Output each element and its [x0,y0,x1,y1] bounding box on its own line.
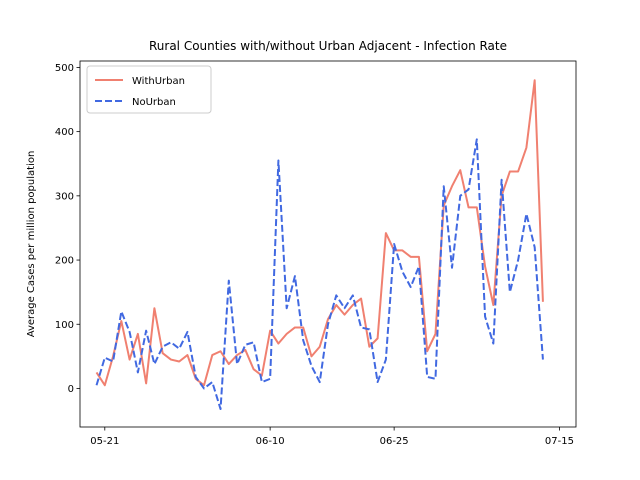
x-tick-label: 06-10 [256,436,285,447]
legend-label-nourban: NoUrban [132,97,176,108]
y-tick-label: 0 [68,384,74,395]
y-tick-label: 400 [55,127,74,138]
y-tick-label: 500 [55,63,74,74]
x-tick-label: 06-25 [380,436,409,447]
legend: WithUrban NoUrban [86,65,212,114]
legend-label-withurban: WithUrban [132,76,185,87]
plot-area [95,79,544,411]
axes-frame [79,60,577,428]
series-line-nourban [95,138,544,411]
y-tick-label: 300 [55,191,74,202]
x-tick-label: 05-21 [90,436,119,447]
series-line-withurban [95,79,544,387]
y-tick-label: 100 [55,320,74,331]
y-tick-label: 200 [55,256,74,267]
y-axis-label: Average Cases per million population [26,151,37,338]
chart-title: Rural Counties with/without Urban Adjace… [149,39,507,53]
x-tick-label: 07-15 [545,436,574,447]
axes: 0 100 200 300 400 500 05-21 06-10 06-25 07-15 [55,60,577,447]
